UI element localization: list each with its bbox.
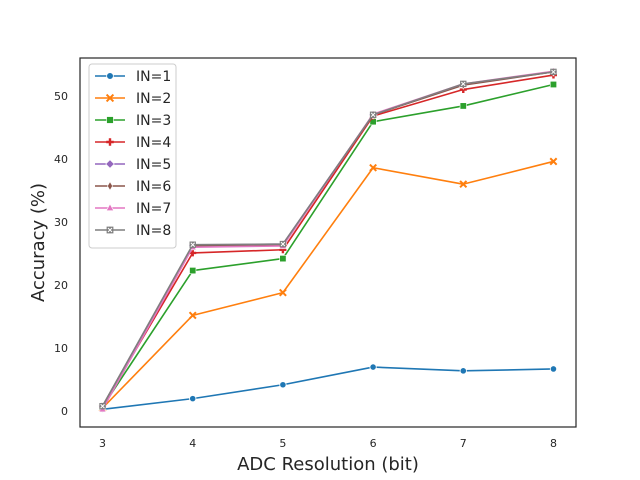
data-point xyxy=(279,240,287,248)
x-tick-label: 4 xyxy=(189,437,196,450)
legend-label: IN=8 xyxy=(136,223,171,239)
series-line xyxy=(101,71,554,407)
data-point xyxy=(460,80,467,88)
legend-label: IN=4 xyxy=(136,135,171,151)
legend-item: IN=1 xyxy=(95,69,171,85)
x-axis-title: ADC Resolution (bit) xyxy=(237,454,419,475)
data-point xyxy=(369,163,377,172)
legend-label: IN=3 xyxy=(136,113,171,129)
data-point xyxy=(459,180,468,189)
data-point xyxy=(550,68,557,76)
legend-label: IN=5 xyxy=(136,157,171,173)
data-point xyxy=(189,395,197,403)
series-line xyxy=(101,83,554,408)
data-point xyxy=(99,402,106,410)
data-point xyxy=(188,311,197,320)
series-line xyxy=(102,366,554,411)
x-tick-label: 8 xyxy=(550,437,557,450)
data-point xyxy=(279,381,287,389)
x-tick-label: 3 xyxy=(99,437,106,450)
legend-box xyxy=(88,63,177,249)
x-axis-ticks: 3 4 5 6 7 8 xyxy=(99,437,557,450)
data-point xyxy=(369,111,377,118)
data-point xyxy=(106,72,114,80)
y-tick-label: 10 xyxy=(54,342,68,355)
legend-label: IN=2 xyxy=(136,91,171,107)
data-point xyxy=(279,288,287,297)
series-layer xyxy=(98,66,558,413)
legend-item: IN=4 xyxy=(95,135,171,151)
x-tick-label: 5 xyxy=(279,437,286,450)
data-point xyxy=(459,367,467,375)
data-point xyxy=(106,138,114,146)
legend-label: IN=7 xyxy=(136,201,171,217)
series-in-1 xyxy=(98,363,558,413)
data-point xyxy=(189,241,196,248)
series-line xyxy=(101,74,554,407)
y-tick-label: 30 xyxy=(54,216,68,229)
data-point xyxy=(105,93,115,103)
data-point xyxy=(106,116,114,124)
data-point xyxy=(549,365,558,373)
data-point xyxy=(549,157,558,166)
data-point xyxy=(459,102,467,110)
y-axis-ticks: 0 10 20 30 40 50 xyxy=(54,90,68,418)
data-point xyxy=(189,267,197,275)
data-point xyxy=(279,255,287,263)
legend-label: IN=1 xyxy=(136,69,171,85)
y-tick-label: 50 xyxy=(54,90,68,103)
legend-item: IN=3 xyxy=(95,113,171,129)
data-point xyxy=(105,203,115,212)
legend-item: IN=8 xyxy=(95,223,171,239)
legend-label: IN=6 xyxy=(136,179,171,195)
data-point xyxy=(107,181,113,191)
legend-item: IN=6 xyxy=(95,179,171,195)
y-tick-label: 20 xyxy=(54,279,68,292)
legend-item: IN=7 xyxy=(95,201,171,217)
x-tick-label: 7 xyxy=(460,437,467,450)
legend-item: IN=2 xyxy=(95,91,171,107)
y-tick-label: 40 xyxy=(54,153,68,166)
y-axis-title: Accuracy (%) xyxy=(28,183,49,302)
legend-item: IN=5 xyxy=(95,157,171,173)
legend: IN=1 IN=2 IN=3 IN=4 IN=5 IN=6 IN=7 IN=8 xyxy=(88,63,177,249)
data-point xyxy=(106,226,114,234)
data-point xyxy=(105,159,115,169)
x-tick-label: 6 xyxy=(370,437,377,450)
series-line xyxy=(101,160,554,409)
data-point xyxy=(369,363,377,371)
data-point xyxy=(549,80,557,88)
y-tick-label: 0 xyxy=(61,405,68,418)
series-in-8 xyxy=(99,68,557,410)
